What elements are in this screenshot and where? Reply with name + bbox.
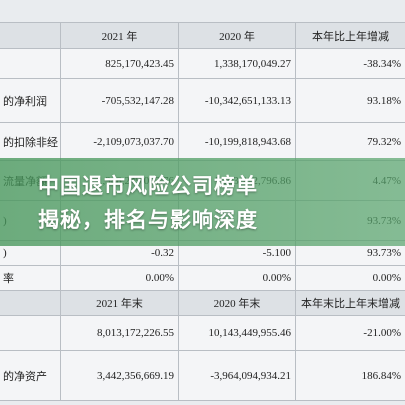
table-row: 的扣除非经 -2,109,073,037.70 -10,199,818,943.68… xyxy=(0,122,405,161)
table-cell: 8,013,172,226.55 xyxy=(60,315,179,351)
table-cell: 2020 年 xyxy=(178,22,296,49)
table-cell: 本年末比上年末增减 xyxy=(295,290,405,316)
table-cell xyxy=(0,48,61,79)
table-cell: 2021 年 xyxy=(60,22,179,49)
table-cell: 的净利润 xyxy=(0,78,61,123)
table-cell: 本年比上年增减 xyxy=(295,22,405,49)
table-cell: 1,338,170,049.27 xyxy=(178,48,296,79)
table-cell: 的净资产 xyxy=(0,350,61,401)
table-cell: 93.18% xyxy=(295,78,405,123)
table-cell xyxy=(0,290,61,316)
table-cell: -38.34% xyxy=(295,48,405,79)
overlay-title: 中国退市风险公司榜单 xyxy=(38,174,258,198)
table-row: 8,013,172,226.55 10,143,449,955.46 -21.00% xyxy=(0,315,405,351)
table-cell: -21.00% xyxy=(295,315,405,351)
table-cell: -705,532,147.28 xyxy=(60,78,179,123)
table-row: 2021 年末 2020 年末 本年末比上年末增减 xyxy=(0,290,405,316)
table-cell: 10,143,449,955.46 xyxy=(178,315,296,351)
table-cell: 0.00% xyxy=(178,265,296,291)
table-cell: -3,964,094,934.21 xyxy=(178,350,296,401)
table-row: 的净利润 -705,532,147.28 -10,342,651,133.13 93.… xyxy=(0,78,405,123)
table-cell xyxy=(0,22,61,49)
overlay-band xyxy=(0,158,405,246)
table-cell: 率 xyxy=(0,265,61,291)
table-cell xyxy=(0,315,61,351)
table-cell: 2020 年末 xyxy=(178,290,296,316)
table-row: 825,170,423.45 1,338,170,049.27 -38.34% xyxy=(0,48,405,79)
table-row: 的净资产 3,442,356,669.19 -3,964,094,934.21 186… xyxy=(0,350,405,401)
table-cell: -2,109,073,037.70 xyxy=(60,122,179,161)
table-cell: 0.00% xyxy=(60,265,179,291)
table-cell: -10,342,651,133.13 xyxy=(178,78,296,123)
table-cell: 186.84% xyxy=(295,350,405,401)
table-cell: 0.00% xyxy=(295,265,405,291)
overlay-title: 揭秘，排名与影响深度 xyxy=(38,208,258,232)
table-row: 2021 年 2020 年本年比上年增减 xyxy=(0,22,405,49)
table-row: 率 0.00% 0.00% 0.00% xyxy=(0,265,405,291)
table-cell: 79.32% xyxy=(295,122,405,161)
table-cell: 3,442,356,669.19 xyxy=(60,350,179,401)
table-cell: 的扣除非经 xyxy=(0,122,61,161)
table-cell: 2021 年末 xyxy=(60,290,179,316)
table-cell: 825,170,423.45 xyxy=(60,48,179,79)
table-cell: -10,199,818,943.68 xyxy=(178,122,296,161)
